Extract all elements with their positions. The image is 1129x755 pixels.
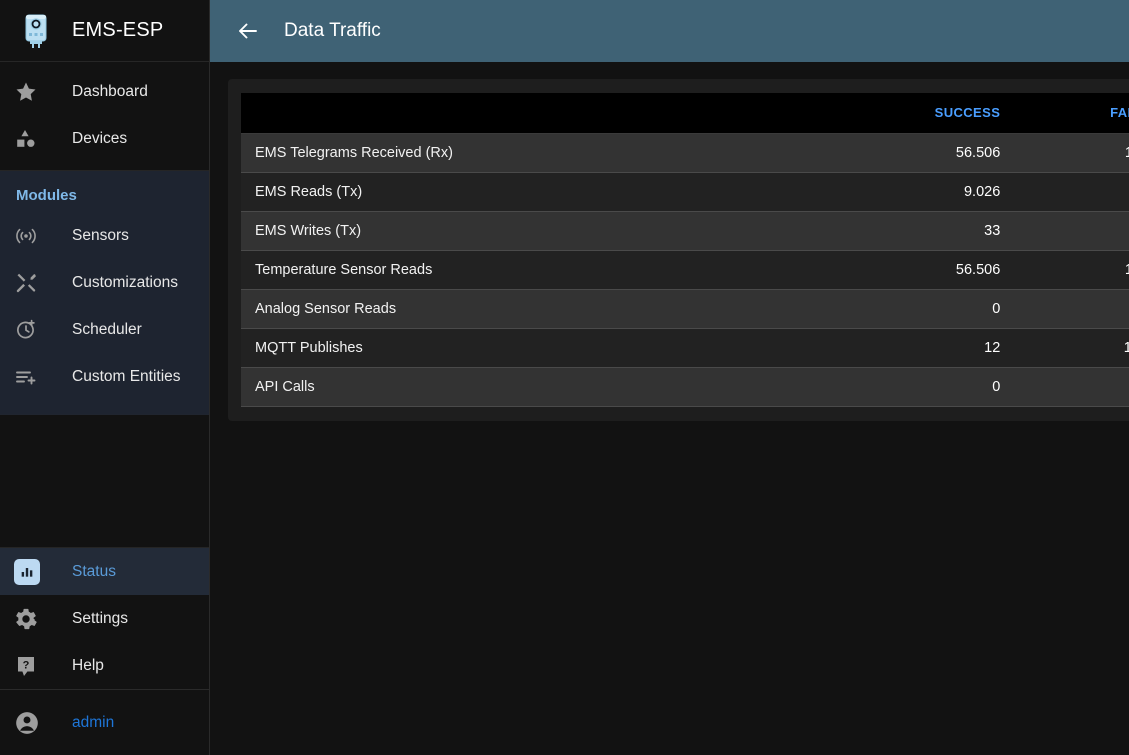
app-brand-label: EMS-ESP: [72, 19, 164, 41]
cell-fail: 0: [1014, 367, 1129, 407]
cell-name: EMS Telegrams Received (Rx): [241, 133, 843, 173]
sidebar-item-label: Customizations: [72, 273, 178, 291]
cell-name: EMS Reads (Tx): [241, 172, 843, 212]
sidebar-item-label: Status: [72, 562, 116, 580]
cell-fail: 10: [1014, 328, 1129, 368]
table-row: API Calls 0 0: [241, 367, 1129, 407]
account-circle-icon: [14, 711, 44, 735]
table-row: EMS Telegrams Received (Rx) 56.506 11 10…: [241, 133, 1129, 173]
data-traffic-card: SUCCESS FAIL QUALITY EMS Telegrams Recei…: [228, 79, 1129, 421]
table-body: EMS Telegrams Received (Rx) 56.506 11 10…: [241, 133, 1129, 407]
sidebar-item-scheduler[interactable]: Scheduler: [0, 306, 209, 353]
cell-fail: 11: [1014, 133, 1129, 173]
top-app-bar: Data Traffic: [210, 0, 1129, 62]
list-plus-icon: [14, 365, 44, 389]
cell-success: 0: [842, 367, 1015, 407]
sidebar-item-label: Dashboard: [72, 82, 148, 100]
content-area: SUCCESS FAIL QUALITY EMS Telegrams Recei…: [210, 62, 1129, 421]
table-row: Temperature Sensor Reads 56.506 11 100%: [241, 250, 1129, 290]
arrow-left-icon[interactable]: [232, 15, 264, 47]
cell-fail: 11: [1014, 250, 1129, 290]
sidebar-item-label: Settings: [72, 609, 129, 627]
sidebar-item-sensors[interactable]: Sensors: [0, 212, 209, 259]
cell-name: Temperature Sensor Reads: [241, 250, 843, 290]
app-logo-area[interactable]: EMS-ESP: [0, 0, 209, 62]
table-row: EMS Writes (Tx) 33 2 95%: [241, 211, 1129, 251]
column-header-success[interactable]: SUCCESS: [842, 93, 1015, 134]
sidebar-spacer: [0, 415, 209, 547]
column-header-name[interactable]: [241, 93, 843, 134]
cell-success: 9.026: [842, 172, 1015, 212]
bar-chart-icon: [14, 558, 44, 585]
cell-name: MQTT Publishes: [241, 328, 843, 368]
main-area: Data Traffic SUCCESS FAIL QUALITY: [210, 0, 1129, 755]
cell-success: 33: [842, 211, 1015, 251]
cell-fail: 2: [1014, 211, 1129, 251]
cell-name: EMS Writes (Tx): [241, 211, 843, 251]
cell-success: 56.506: [842, 250, 1015, 290]
sidebar-item-label: Scheduler: [72, 320, 142, 338]
sidebar-item-settings[interactable]: Settings: [0, 595, 209, 642]
svg-text:?: ?: [23, 659, 30, 671]
sidebar-user-label: admin: [72, 713, 115, 731]
sidebar-item-status[interactable]: Status: [0, 548, 209, 595]
sidebar-nav-top: Dashboard Devices: [0, 62, 209, 171]
sidebar-item-dashboard[interactable]: Dashboard: [0, 68, 209, 115]
cell-success: 12: [842, 328, 1015, 368]
tools-icon: [14, 271, 44, 295]
sidebar-user-item[interactable]: admin: [0, 689, 209, 755]
sidebar-item-devices[interactable]: Devices: [0, 115, 209, 162]
cell-success: 0: [842, 289, 1015, 329]
sidebar-item-help[interactable]: ? Help: [0, 642, 209, 689]
sidebar-modules-title: Modules: [16, 187, 77, 204]
table-header: SUCCESS FAIL QUALITY: [241, 93, 1129, 134]
sidebar-item-custom-entities[interactable]: Custom Entities: [0, 353, 209, 400]
gear-icon: [14, 607, 44, 631]
sidebar: EMS-ESP Dashboard De: [0, 0, 210, 755]
sidebar-item-label: Help: [72, 656, 104, 674]
cell-name: Analog Sensor Reads: [241, 289, 843, 329]
table-header-row: SUCCESS FAIL QUALITY: [241, 93, 1129, 134]
data-traffic-table: SUCCESS FAIL QUALITY EMS Telegrams Recei…: [241, 93, 1129, 407]
sidebar-item-customizations[interactable]: Customizations: [0, 259, 209, 306]
sidebar-item-label: Sensors: [72, 226, 129, 244]
help-icon: ?: [14, 654, 44, 678]
sidebar-modules-section: Modules Sensors: [0, 171, 209, 415]
table-row: MQTT Publishes 12 10 20%: [241, 328, 1129, 368]
devices-icon: [14, 127, 44, 151]
column-header-fail[interactable]: FAIL: [1014, 93, 1129, 134]
page-title: Data Traffic: [284, 20, 381, 41]
cell-fail: 0: [1014, 289, 1129, 329]
boiler-icon: [16, 11, 56, 51]
sidebar-nav-bottom: Status Settings ? Help: [0, 547, 209, 689]
star-icon: [14, 80, 44, 104]
sidebar-item-label: Devices: [72, 129, 128, 147]
table-row: Analog Sensor Reads 0 0: [241, 289, 1129, 329]
cell-name: API Calls: [241, 367, 843, 407]
cell-fail: 0: [1014, 172, 1129, 212]
table-row: EMS Reads (Tx) 9.026 0 100%: [241, 172, 1129, 212]
cell-success: 56.506: [842, 133, 1015, 173]
sidebar-item-label: Custom Entities: [72, 367, 181, 385]
sensor-broadcast-icon: [14, 224, 44, 248]
clock-plus-icon: [14, 318, 44, 342]
